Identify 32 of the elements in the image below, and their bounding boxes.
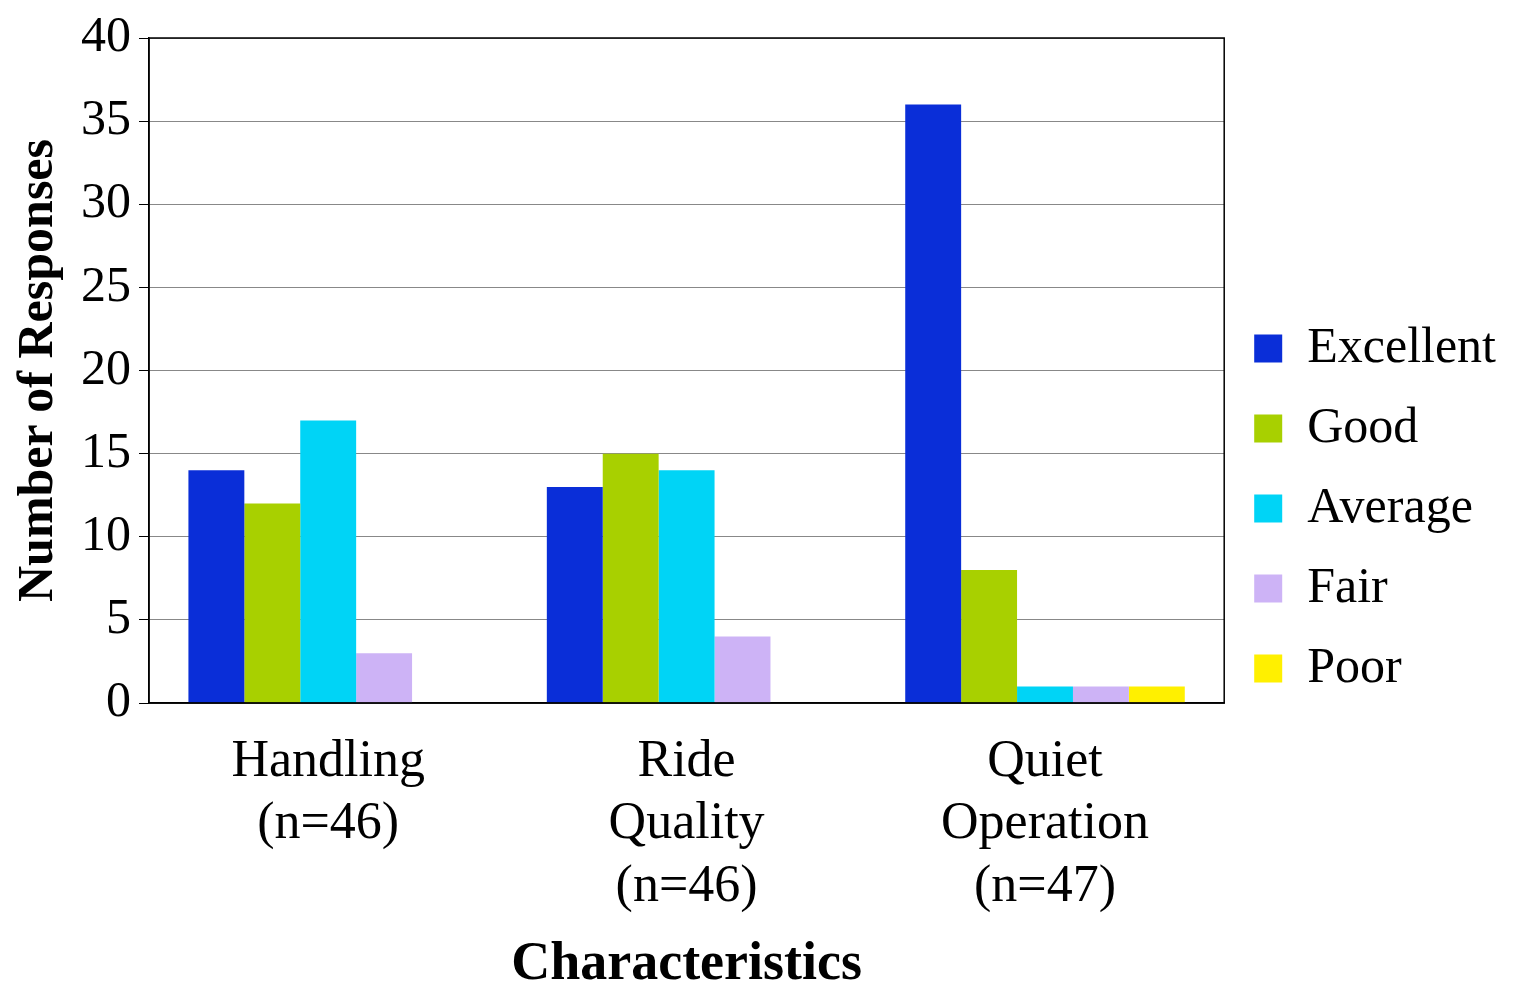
x-tick-label: Handling (n=46): [231, 729, 425, 851]
y-tick-label: 0: [106, 671, 131, 728]
bar: [300, 420, 357, 703]
y-tick-label: 25: [81, 255, 131, 312]
bar: [658, 470, 715, 703]
bar: [714, 636, 771, 703]
y-tick-label: 15: [81, 421, 131, 478]
x-axis-title: Characteristics: [511, 930, 863, 991]
y-tick-label: 5: [106, 588, 131, 644]
bar: [356, 653, 413, 703]
bar: [188, 470, 245, 703]
y-tick-label: 30: [81, 172, 131, 229]
y-axis-title: Number of Responses: [6, 139, 63, 602]
bar: [1017, 686, 1073, 703]
legend-label: Average: [1307, 476, 1473, 533]
x-tick-label: Ride Quality (n=46): [608, 729, 765, 913]
bar: [244, 503, 301, 703]
y-tick-label: 35: [81, 89, 131, 146]
x-tick-label: Quiet Operation (n=47): [941, 729, 1149, 913]
bar: [1072, 686, 1129, 703]
legend-label: Good: [1307, 396, 1419, 453]
bar: [602, 453, 659, 703]
y-tick-label: 40: [81, 6, 131, 63]
legend-label: Poor: [1307, 636, 1403, 693]
bar: [546, 486, 603, 703]
legend-label: Fair: [1307, 556, 1389, 613]
legend-label: Excellent: [1307, 316, 1497, 373]
bar: [905, 104, 962, 703]
bar: [961, 570, 1018, 703]
bar: [1128, 686, 1185, 703]
y-tick-label: 20: [81, 338, 131, 395]
y-tick-label: 10: [81, 504, 131, 561]
